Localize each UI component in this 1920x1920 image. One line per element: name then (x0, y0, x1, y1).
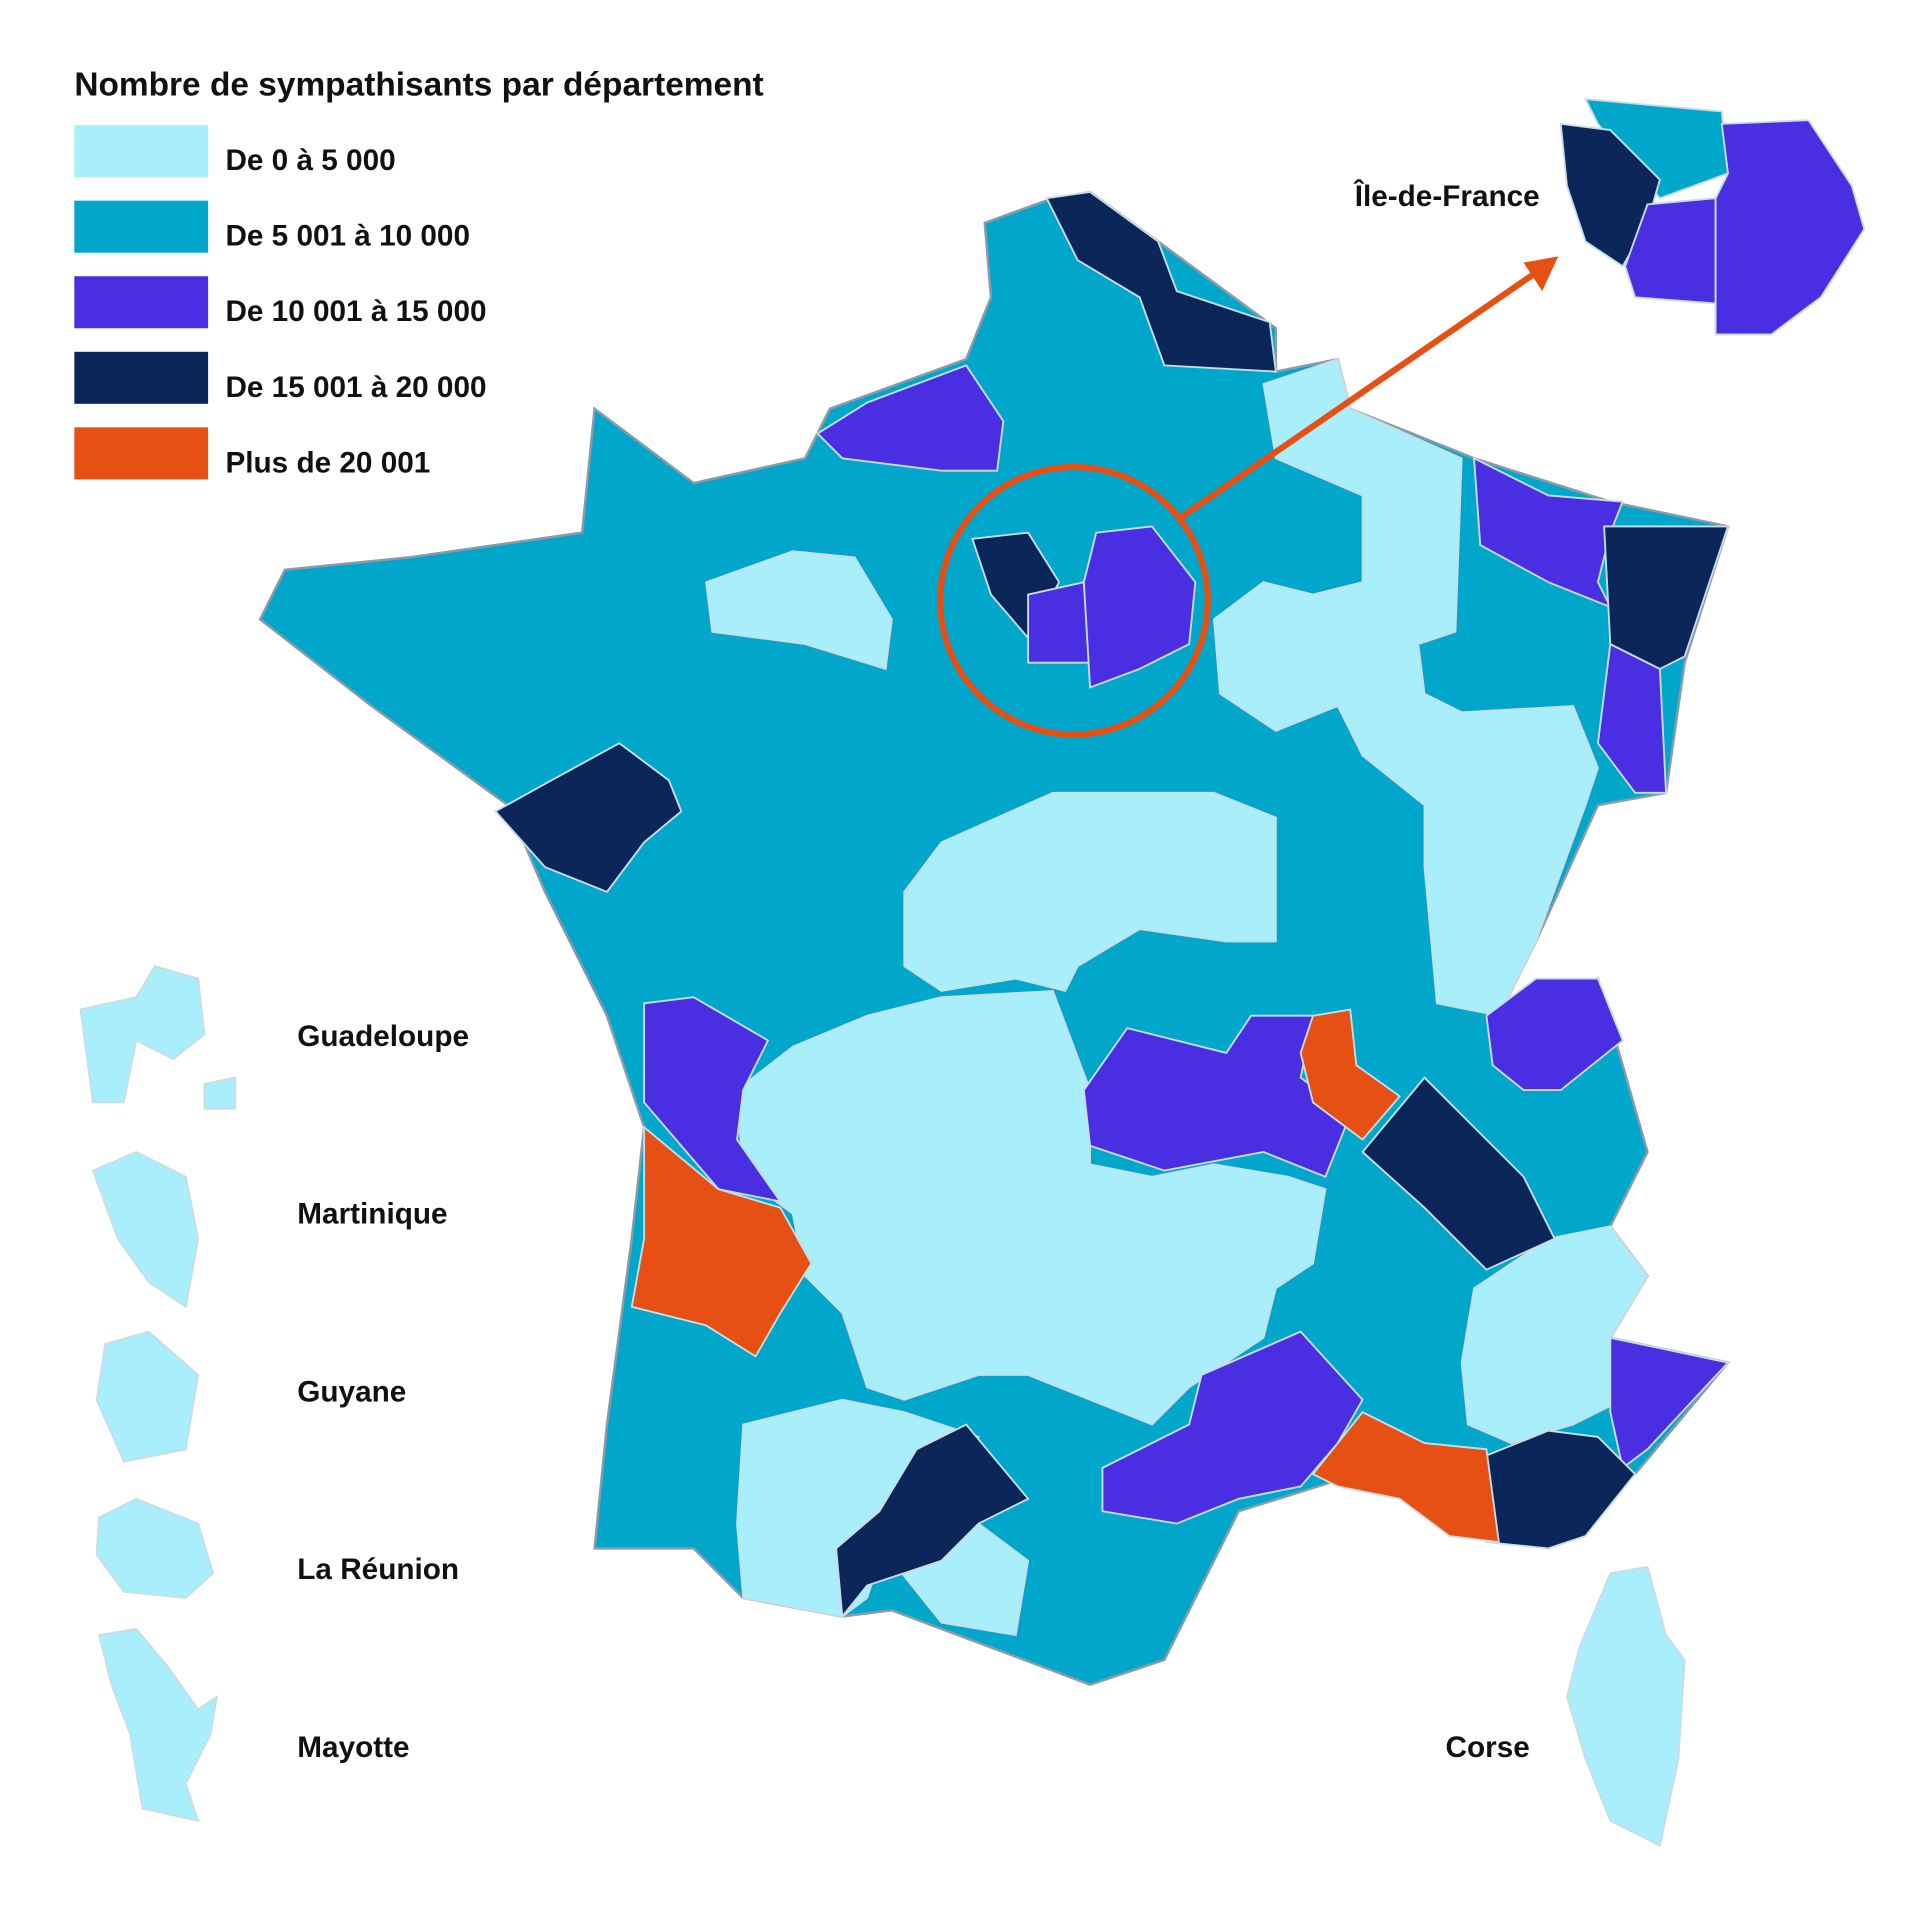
legend-label: De 5 001 à 10 000 (225, 220, 470, 253)
corse-label: Corse (1446, 1731, 1530, 1764)
department-region (1361, 1076, 1556, 1271)
overseas-label: Mayotte (297, 1731, 409, 1764)
corse-shape (1565, 1565, 1686, 1848)
department-region (1027, 581, 1092, 664)
department-region (903, 791, 1277, 993)
inset-region (1624, 197, 1717, 305)
legend-swatch (74, 200, 209, 253)
department-region (705, 550, 893, 671)
overseas-label: Martinique (297, 1198, 447, 1231)
inset-label: Île-de-France (1353, 179, 1540, 213)
department-region (1045, 191, 1277, 373)
department-region (1212, 358, 1599, 1017)
zoom-circle (937, 463, 1211, 738)
legend-swatch (74, 125, 209, 178)
overseas-label: La Réunion (297, 1553, 459, 1586)
legend-label: De 15 001 à 20 000 (225, 371, 486, 404)
overseas-shape (79, 965, 237, 1110)
legend-label: Plus de 20 001 (225, 446, 430, 479)
overseas-label: Guyane (297, 1375, 406, 1408)
arrow-head (1523, 256, 1559, 292)
department-region (1485, 977, 1624, 1091)
overseas-shape (95, 1497, 215, 1599)
inset-region (1583, 98, 1729, 200)
department-region (1299, 1008, 1402, 1141)
department-region (736, 989, 1327, 1426)
legend-label: De 0 à 5 000 (225, 144, 395, 177)
department-region (1603, 525, 1730, 670)
department-region (1082, 525, 1197, 689)
department-region (1609, 1336, 1730, 1470)
department-region (1473, 456, 1625, 609)
legend-swatch (74, 351, 209, 404)
department-region (630, 1125, 813, 1358)
inset-region (1714, 119, 1866, 336)
department-region (835, 1423, 1030, 1619)
department-region (494, 742, 683, 893)
zoom-arrow (1175, 269, 1538, 523)
map-layer: Nombre de sympathisants par département … (74, 67, 1866, 1848)
legend-label: De 10 001 à 15 000 (225, 295, 486, 328)
overseas-shape (97, 1627, 219, 1823)
department-region (643, 996, 783, 1203)
legend: De 0 à 5 000 De 5 001 à 10 000 De 10 001 à… (74, 125, 487, 480)
department-region (816, 364, 1005, 472)
department-region (1311, 1410, 1500, 1544)
overseas-labels: Guadeloupe Martinique Guyane La Réunion Mayo… (297, 1020, 469, 1764)
legend-swatch (74, 276, 209, 329)
overseas-shape (91, 1150, 200, 1309)
department-region (1485, 1429, 1637, 1550)
legend-swatch (74, 427, 209, 480)
overseas-shape (95, 1330, 200, 1463)
overseas-label: Guadeloupe (297, 1020, 469, 1053)
legend-title: Nombre de sympathisants par département (74, 67, 763, 104)
